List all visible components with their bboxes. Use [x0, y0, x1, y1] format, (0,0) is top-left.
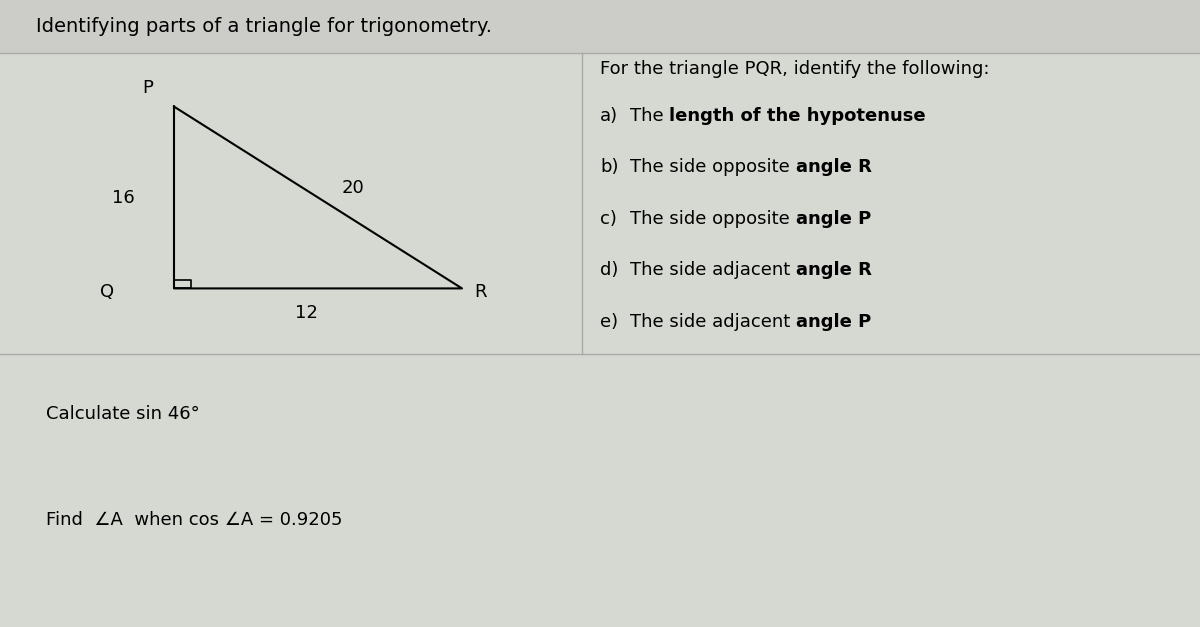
- Text: The side adjacent: The side adjacent: [630, 261, 796, 279]
- Text: angle P: angle P: [796, 313, 871, 330]
- Text: c): c): [600, 210, 617, 228]
- Text: Identifying parts of a triangle for trigonometry.: Identifying parts of a triangle for trig…: [36, 18, 492, 36]
- Text: length of the hypotenuse: length of the hypotenuse: [670, 107, 926, 125]
- Text: The side opposite: The side opposite: [630, 210, 796, 228]
- Text: d): d): [600, 261, 618, 279]
- Text: b): b): [600, 159, 618, 176]
- Text: 16: 16: [112, 189, 134, 206]
- Text: R: R: [474, 283, 486, 300]
- Text: angle R: angle R: [796, 159, 871, 176]
- Text: The: The: [630, 107, 670, 125]
- Text: angle P: angle P: [796, 210, 871, 228]
- Bar: [0, 354, 1200, 627]
- Text: The side adjacent: The side adjacent: [630, 313, 796, 330]
- Text: 12: 12: [294, 304, 318, 322]
- Text: Q: Q: [100, 283, 114, 300]
- Text: angle R: angle R: [796, 261, 872, 279]
- Text: a): a): [600, 107, 618, 125]
- Bar: [0, 44, 1200, 354]
- Text: 20: 20: [342, 179, 365, 197]
- Bar: [0, 0, 1200, 53]
- Text: For the triangle PQR, identify the following:: For the triangle PQR, identify the follo…: [600, 60, 990, 78]
- Text: P: P: [143, 79, 154, 97]
- Text: The side opposite: The side opposite: [630, 159, 796, 176]
- Text: Calculate sin 46°: Calculate sin 46°: [46, 405, 199, 423]
- Text: Find  ∠A  when cos ∠A = 0.9205: Find ∠A when cos ∠A = 0.9205: [46, 512, 342, 529]
- Text: e): e): [600, 313, 618, 330]
